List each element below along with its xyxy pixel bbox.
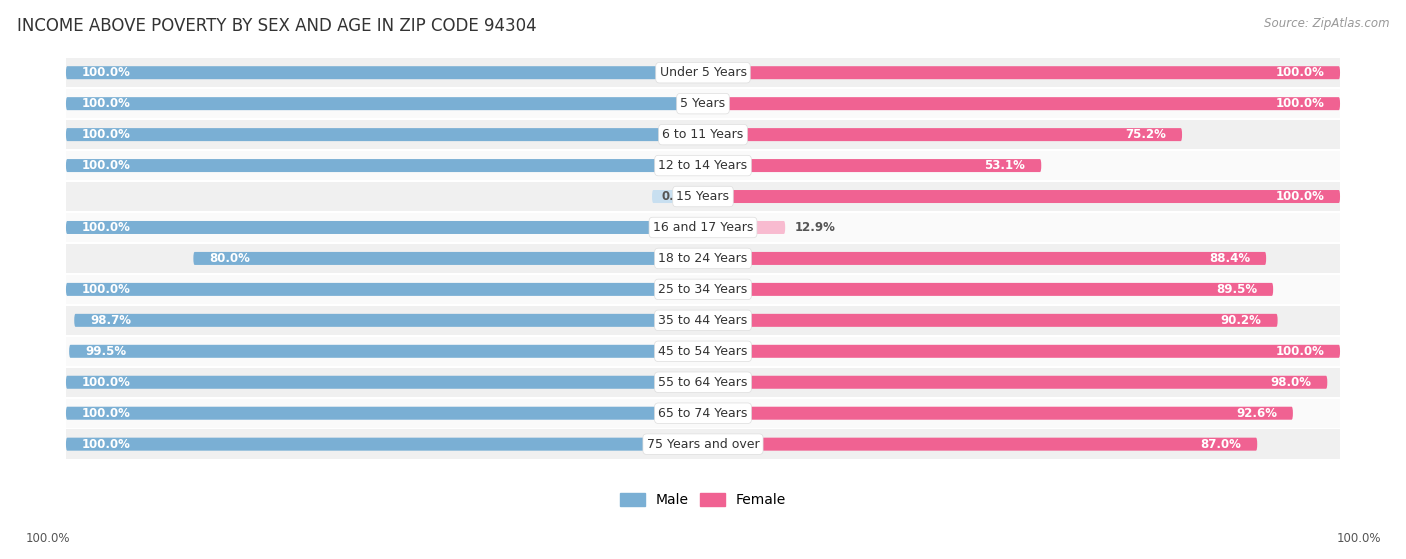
Text: 100.0%: 100.0% — [82, 376, 131, 389]
FancyBboxPatch shape — [66, 283, 703, 296]
FancyBboxPatch shape — [66, 128, 703, 141]
Legend: Male, Female: Male, Female — [614, 488, 792, 513]
Text: 18 to 24 Years: 18 to 24 Years — [658, 252, 748, 265]
FancyBboxPatch shape — [66, 407, 703, 420]
FancyBboxPatch shape — [703, 345, 1340, 358]
Text: 25 to 34 Years: 25 to 34 Years — [658, 283, 748, 296]
Bar — [66, 306, 1340, 335]
FancyBboxPatch shape — [66, 66, 703, 79]
Bar — [66, 58, 1340, 87]
FancyBboxPatch shape — [66, 221, 703, 234]
Text: 100.0%: 100.0% — [1275, 97, 1324, 110]
Text: 100.0%: 100.0% — [1336, 532, 1381, 545]
Text: 98.0%: 98.0% — [1271, 376, 1312, 389]
Text: 90.2%: 90.2% — [1220, 314, 1261, 327]
Text: 5 Years: 5 Years — [681, 97, 725, 110]
FancyBboxPatch shape — [703, 438, 1257, 451]
FancyBboxPatch shape — [75, 314, 703, 327]
FancyBboxPatch shape — [66, 97, 703, 110]
Text: 100.0%: 100.0% — [1275, 190, 1324, 203]
Text: 15 Years: 15 Years — [676, 190, 730, 203]
Bar — [66, 274, 1340, 304]
FancyBboxPatch shape — [66, 159, 703, 172]
Text: 6 to 11 Years: 6 to 11 Years — [662, 128, 744, 141]
FancyBboxPatch shape — [703, 190, 1340, 203]
Text: 100.0%: 100.0% — [82, 66, 131, 79]
FancyBboxPatch shape — [703, 128, 1182, 141]
FancyBboxPatch shape — [69, 345, 703, 358]
Bar — [66, 182, 1340, 211]
Text: 88.4%: 88.4% — [1209, 252, 1250, 265]
Text: 75 Years and over: 75 Years and over — [647, 438, 759, 451]
Text: 0.0%: 0.0% — [662, 190, 695, 203]
Text: Under 5 Years: Under 5 Years — [659, 66, 747, 79]
Text: 100.0%: 100.0% — [82, 221, 131, 234]
Bar — [66, 368, 1340, 397]
Text: 100.0%: 100.0% — [25, 532, 70, 545]
Bar — [66, 89, 1340, 119]
Text: 75.2%: 75.2% — [1125, 128, 1166, 141]
Text: Source: ZipAtlas.com: Source: ZipAtlas.com — [1264, 17, 1389, 30]
Bar — [66, 120, 1340, 149]
Text: 87.0%: 87.0% — [1201, 438, 1241, 451]
Text: 89.5%: 89.5% — [1216, 283, 1257, 296]
Text: 100.0%: 100.0% — [1275, 66, 1324, 79]
FancyBboxPatch shape — [703, 97, 1340, 110]
FancyBboxPatch shape — [703, 314, 1278, 327]
Bar — [66, 151, 1340, 180]
Text: 100.0%: 100.0% — [82, 97, 131, 110]
Bar — [66, 337, 1340, 366]
Text: 35 to 44 Years: 35 to 44 Years — [658, 314, 748, 327]
FancyBboxPatch shape — [703, 66, 1340, 79]
FancyBboxPatch shape — [703, 221, 785, 234]
Text: 100.0%: 100.0% — [82, 438, 131, 451]
Text: 100.0%: 100.0% — [82, 128, 131, 141]
Bar — [66, 213, 1340, 242]
Text: INCOME ABOVE POVERTY BY SEX AND AGE IN ZIP CODE 94304: INCOME ABOVE POVERTY BY SEX AND AGE IN Z… — [17, 17, 537, 35]
FancyBboxPatch shape — [703, 252, 1267, 265]
FancyBboxPatch shape — [66, 376, 703, 389]
Bar — [66, 429, 1340, 459]
Text: 16 and 17 Years: 16 and 17 Years — [652, 221, 754, 234]
FancyBboxPatch shape — [703, 407, 1294, 420]
Text: 53.1%: 53.1% — [984, 159, 1025, 172]
Text: 98.7%: 98.7% — [90, 314, 131, 327]
Text: 65 to 74 Years: 65 to 74 Years — [658, 407, 748, 420]
FancyBboxPatch shape — [66, 438, 703, 451]
Text: 92.6%: 92.6% — [1236, 407, 1277, 420]
FancyBboxPatch shape — [652, 190, 703, 203]
FancyBboxPatch shape — [703, 283, 1274, 296]
Text: 100.0%: 100.0% — [82, 407, 131, 420]
Text: 100.0%: 100.0% — [1275, 345, 1324, 358]
Bar — [66, 244, 1340, 273]
Text: 12.9%: 12.9% — [794, 221, 835, 234]
Text: 80.0%: 80.0% — [209, 252, 250, 265]
FancyBboxPatch shape — [703, 159, 1042, 172]
Text: 55 to 64 Years: 55 to 64 Years — [658, 376, 748, 389]
Text: 100.0%: 100.0% — [82, 283, 131, 296]
FancyBboxPatch shape — [703, 376, 1327, 389]
Text: 100.0%: 100.0% — [82, 159, 131, 172]
Text: 99.5%: 99.5% — [86, 345, 127, 358]
Text: 12 to 14 Years: 12 to 14 Years — [658, 159, 748, 172]
Text: 45 to 54 Years: 45 to 54 Years — [658, 345, 748, 358]
Bar — [66, 399, 1340, 428]
FancyBboxPatch shape — [194, 252, 703, 265]
